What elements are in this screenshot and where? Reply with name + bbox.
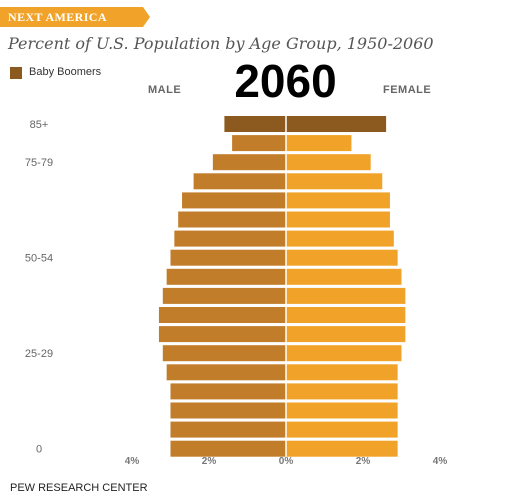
male-bar xyxy=(224,116,286,132)
male-bar xyxy=(170,383,286,400)
x-tick-label: 4% xyxy=(125,456,140,467)
age-group-label: 25-29 xyxy=(25,348,53,360)
female-bar xyxy=(286,154,371,171)
year-label: 2060 xyxy=(234,55,337,107)
female-bar xyxy=(286,402,398,419)
female-bar xyxy=(286,249,398,266)
banner-background xyxy=(0,7,150,27)
female-bar xyxy=(286,173,383,190)
female-bar xyxy=(286,307,406,323)
female-bar xyxy=(286,383,398,400)
male-bar xyxy=(232,135,286,152)
male-bar xyxy=(170,402,286,419)
male-bar xyxy=(182,192,286,209)
female-bar xyxy=(286,211,390,228)
female-bar xyxy=(286,287,406,304)
male-bar xyxy=(170,440,286,457)
source-label: PEW RESEARCH CENTER xyxy=(10,482,148,494)
female-bar xyxy=(286,421,398,438)
female-bar xyxy=(286,345,402,362)
female-bar xyxy=(286,192,390,209)
male-bar xyxy=(212,154,286,171)
chart-title: Percent of U.S. Population by Age Group,… xyxy=(8,34,434,53)
male-bar xyxy=(162,345,286,362)
male-bar xyxy=(166,268,286,285)
male-label: MALE xyxy=(148,84,182,96)
male-bar xyxy=(193,173,286,190)
male-bar xyxy=(158,307,286,323)
legend-swatch xyxy=(10,67,22,79)
age-group-label: 85+ xyxy=(30,119,49,131)
female-bar xyxy=(286,230,394,247)
age-group-label: 75-79 xyxy=(25,157,53,169)
male-bar xyxy=(170,421,286,438)
banner-label: NEXT AMERICA xyxy=(8,10,107,24)
female-bar xyxy=(286,268,402,285)
male-bar xyxy=(166,364,286,381)
male-bar xyxy=(170,249,286,266)
female-bar xyxy=(286,364,398,381)
male-bar xyxy=(174,230,286,247)
x-tick-label: 0% xyxy=(279,456,294,467)
legend-label: Baby Boomers xyxy=(29,66,102,78)
age-group-label: 0 xyxy=(36,444,42,456)
female-label: FEMALE xyxy=(383,84,432,96)
female-bar xyxy=(286,116,387,132)
male-bar xyxy=(158,326,286,343)
female-bar xyxy=(286,440,398,457)
x-tick-label: 2% xyxy=(356,456,371,467)
female-bar xyxy=(286,135,352,152)
x-tick-label: 2% xyxy=(202,456,217,467)
section-banner: NEXT AMERICA xyxy=(0,7,150,27)
female-bar xyxy=(286,326,406,343)
male-bar xyxy=(162,287,286,304)
male-bar xyxy=(178,211,286,228)
x-tick-label: 4% xyxy=(433,456,448,467)
age-group-label: 50-54 xyxy=(25,253,53,265)
